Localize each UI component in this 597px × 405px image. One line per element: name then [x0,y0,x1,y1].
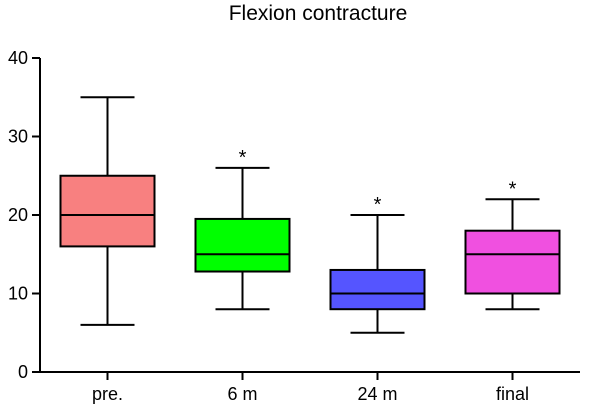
box-pre- [59,96,156,326]
x-tick-label: pre. [92,384,123,404]
y-tick-label: 20 [8,205,28,225]
iqr-box [464,229,561,295]
significance-marker: * [509,178,517,200]
y-tick-label: 0 [18,362,28,382]
boxes: * * * [59,96,561,334]
box-6-m: * [194,147,291,311]
x-tick-label: 6 m [227,384,257,404]
y-tick-label: 40 [8,48,28,68]
iqr-box [59,174,156,248]
significance-marker: * [374,194,382,216]
y-tick-label: 30 [8,127,28,147]
x-tick-label: final [496,384,529,404]
iqr-box [329,268,426,311]
box-final: * [464,178,561,311]
y-tick-label: 10 [8,284,28,304]
box-24-m: * [329,194,426,334]
x-tick-label: 24 m [357,384,397,404]
significance-marker: * [239,147,247,169]
axes: 0 10 20 30 40 pre. 6 m 24 m final [8,48,580,404]
chart-title: Flexion contracture [229,2,408,25]
iqr-box [194,217,291,273]
